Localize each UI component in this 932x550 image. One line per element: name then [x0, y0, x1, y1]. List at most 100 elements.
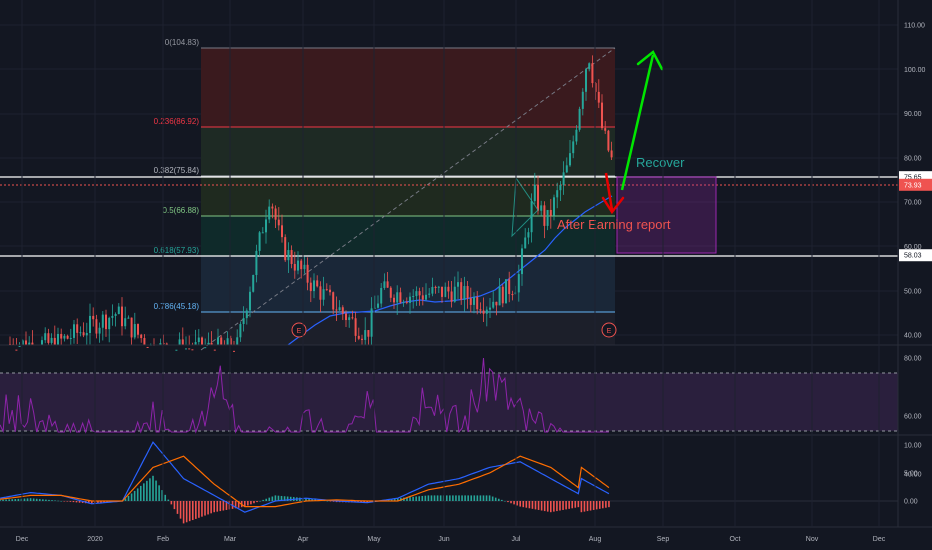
- rsi-tick-label: 80.00: [904, 356, 922, 363]
- candle-body: [357, 335, 360, 339]
- macd-histogram-bar: [445, 495, 448, 501]
- candle-body: [604, 128, 607, 131]
- recover-arrow[interactable]: [620, 50, 664, 191]
- candle-body: [425, 294, 427, 300]
- candle-body: [479, 309, 482, 311]
- candle-body: [367, 330, 370, 337]
- moving-average-line: [287, 195, 613, 346]
- time-tick-label: Feb: [157, 536, 169, 543]
- price-tick-label: 60.00: [904, 244, 922, 251]
- candle-body: [293, 263, 296, 271]
- macd-histogram-bar: [48, 499, 50, 501]
- candle-body: [60, 333, 63, 339]
- candle-body: [389, 287, 392, 298]
- fib-zone-0-0236: [201, 48, 615, 127]
- macd-histogram-bar: [2, 499, 4, 501]
- earnings-marker-1[interactable]: E: [291, 322, 307, 338]
- macd-histogram-bar: [152, 475, 154, 501]
- candle-body: [159, 343, 162, 345]
- fibonacci-retracement[interactable]: 0(104.83) 0.236(86.92) 0.382(75.84) 0.5(66.…: [154, 38, 616, 351]
- macd-histogram-bar: [525, 501, 528, 508]
- fib-zone-0236-0382: [201, 127, 615, 176]
- macd-histogram-bar: [436, 495, 439, 501]
- macd-histogram-bar: [577, 501, 580, 508]
- candle-body: [15, 349, 18, 351]
- candle-body: [556, 190, 559, 198]
- candle-body: [242, 318, 245, 324]
- candle-body: [207, 342, 210, 345]
- rsi-axis: 80.00 60.00 40.00: [904, 356, 922, 479]
- earnings-marker-text: E: [607, 328, 612, 335]
- price-tick-label: 40.00: [904, 333, 922, 340]
- candle-body: [399, 292, 402, 303]
- candle-body: [197, 337, 200, 343]
- rsi-pane[interactable]: 80.00 60.00 40.00: [0, 356, 922, 479]
- candle-body: [9, 343, 11, 345]
- macd-histogram-bar: [207, 501, 209, 515]
- macd-histogram-bar: [308, 498, 310, 501]
- target-range-box[interactable]: [616, 176, 717, 254]
- candle-body: [386, 281, 389, 288]
- rsi-band-fill: [0, 373, 898, 431]
- macd-line: [0, 441, 610, 513]
- rsi-tick-label: 60.00: [904, 414, 922, 421]
- earning-drop-arrow[interactable]: [601, 172, 625, 215]
- candle-body: [332, 292, 335, 310]
- macd-histogram-bar: [305, 498, 307, 501]
- candle-body: [588, 63, 591, 70]
- macd-histogram-bar: [534, 501, 537, 510]
- price-tick-label: 80.00: [904, 155, 922, 162]
- macd-histogram-bar: [14, 499, 17, 501]
- candle-body: [143, 338, 146, 345]
- candle-body: [175, 349, 178, 351]
- triangle-pattern[interactable]: [511, 177, 539, 238]
- candle-body: [594, 83, 597, 92]
- macd-histogram-bar: [528, 501, 531, 509]
- macd-histogram-bar: [222, 501, 225, 511]
- time-tick-label: Nov: [806, 536, 819, 543]
- macd-histogram-bar: [69, 501, 72, 502]
- fib-zone-05-0618: [201, 216, 615, 256]
- candle-body: [213, 349, 216, 351]
- macd-histogram-bar: [127, 495, 130, 501]
- candle-body: [268, 206, 271, 220]
- candle-body: [601, 102, 603, 129]
- macd-histogram-bar: [78, 501, 81, 503]
- macd-histogram-bar: [72, 501, 75, 503]
- candle-body: [277, 219, 280, 226]
- candle-body: [460, 282, 463, 300]
- candle-body: [508, 279, 511, 295]
- macd-histogram-bar: [311, 498, 313, 501]
- macd-histogram-bar: [136, 488, 139, 501]
- candle-body: [185, 348, 187, 350]
- time-axis[interactable]: Dec 2020 Feb Mar Apr May Jun Jul Aug Sep Oct Nov Dec: [16, 0, 886, 543]
- macd-histogram-bar: [143, 483, 145, 501]
- candle-body: [31, 342, 34, 345]
- candle-body: [428, 293, 431, 295]
- macd-histogram-bar: [176, 501, 179, 514]
- macd-histogram-bar: [415, 496, 417, 501]
- candle-body: [546, 209, 549, 226]
- macd-histogram-bar: [45, 499, 47, 501]
- price-pane[interactable]: 0(104.83) 0.236(86.92) 0.382(75.84) 0.5(66.…: [0, 23, 932, 352]
- earnings-marker-2[interactable]: E: [601, 322, 617, 338]
- time-tick-label: Sep: [657, 536, 670, 543]
- price-tick-label: 90.00: [904, 111, 922, 118]
- price-axis[interactable]: 110.00 100.00 90.00 80.00 70.00 60.00 50.00 40.…: [904, 23, 926, 340]
- fib-level-label: 0.618(57.93): [154, 246, 200, 255]
- candle-body: [591, 63, 594, 84]
- fib-level-label: 0.382(75.84): [154, 166, 200, 175]
- candle-body: [89, 315, 91, 333]
- macd-histogram-bar: [271, 496, 274, 501]
- macd-histogram-bar: [286, 496, 289, 501]
- candle-body: [578, 108, 581, 130]
- candle-body: [297, 260, 299, 271]
- candle-body: [559, 184, 562, 191]
- candle-body: [82, 332, 85, 336]
- macd-histogram-bar: [213, 501, 215, 513]
- macd-histogram-bar: [274, 495, 277, 501]
- macd-histogram-bar: [461, 495, 463, 501]
- macd-pane[interactable]: 10.00 5.00 0.00: [0, 441, 922, 524]
- macd-histogram-bar: [185, 501, 188, 523]
- candle-body: [441, 286, 443, 297]
